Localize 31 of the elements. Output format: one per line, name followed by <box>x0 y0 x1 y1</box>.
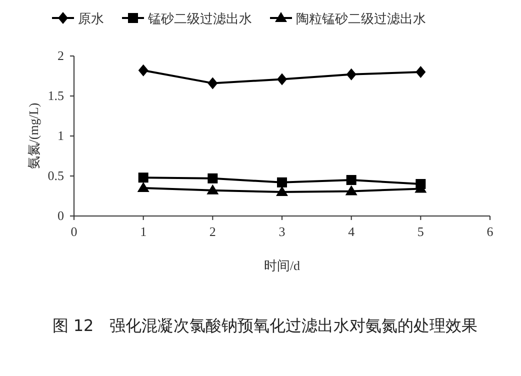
point <box>346 68 356 80</box>
x-tick-label: 5 <box>417 224 424 239</box>
point <box>137 182 150 192</box>
y-tick-label: 1.5 <box>48 88 64 103</box>
point <box>208 77 218 90</box>
legend-label: 原水 <box>78 12 104 27</box>
x-axis-title: 时间/d <box>264 258 301 273</box>
x-tick-label: 0 <box>70 224 78 239</box>
point <box>206 184 219 194</box>
point <box>138 172 148 183</box>
y-axis-title: 氨氮/(mg/L) <box>26 102 41 170</box>
point <box>346 175 356 185</box>
point <box>416 66 426 78</box>
x-tick-label: 1 <box>140 224 147 239</box>
point <box>138 64 148 76</box>
y-tick-label: 0.5 <box>48 168 64 183</box>
point <box>277 73 287 86</box>
legend-label: 陶粒锰砂二级过滤出水 <box>296 12 426 27</box>
point <box>276 186 288 196</box>
x-tick-label: 2 <box>209 224 216 239</box>
x-tick-label: 4 <box>348 224 356 239</box>
y-tick-label: 0 <box>58 208 64 223</box>
x-tick-label: 6 <box>486 224 494 239</box>
point <box>277 177 287 188</box>
y-tick-label: 2 <box>58 48 64 63</box>
y-tick-label: 1 <box>58 128 64 143</box>
point <box>345 185 358 196</box>
point <box>208 173 218 184</box>
x-tick-label: 3 <box>278 224 286 239</box>
legend-label: 锰砂二级过滤出水 <box>147 12 252 27</box>
caption: 图 12 强化混凝次氯酸钠预氧化过滤出水对氨氮的处理效果 <box>51 315 479 337</box>
